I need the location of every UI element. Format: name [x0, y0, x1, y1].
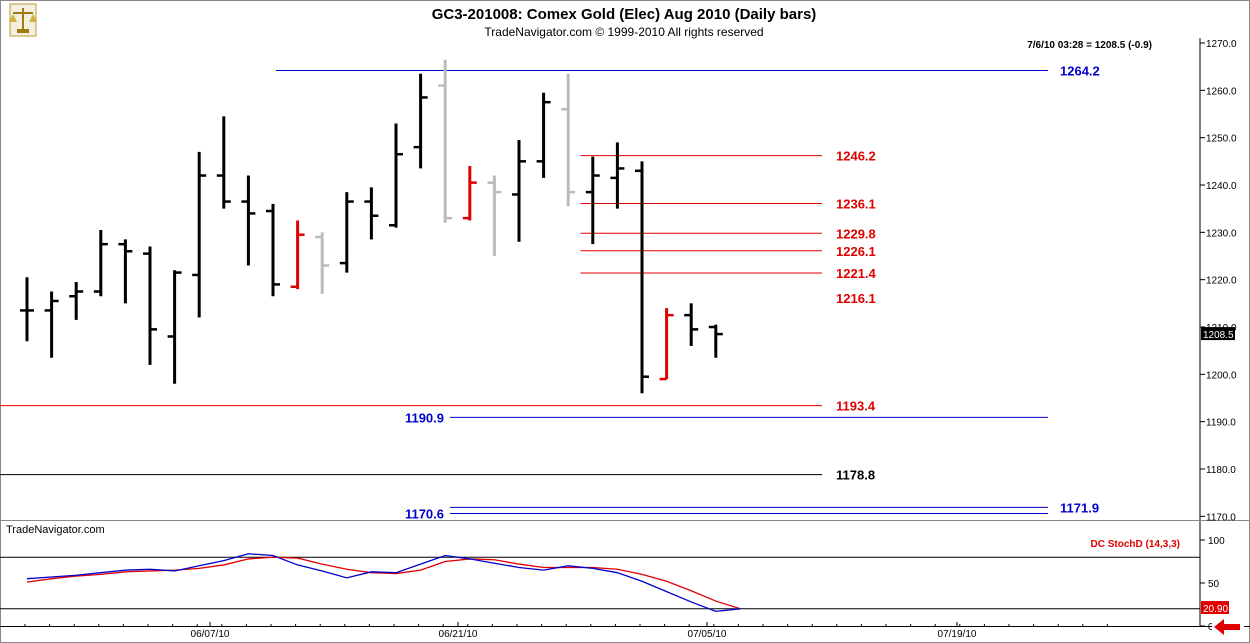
- price-tick-label: 1170.0: [1206, 512, 1236, 523]
- level-label: 1221.4: [836, 266, 877, 281]
- level-lines: 1264.2 1246.2 1236.1 1229.8 1226.1 1221.4 1193…: [0, 63, 1100, 521]
- ohlc-bar: [635, 161, 649, 394]
- price-tag-box: [1201, 327, 1235, 341]
- price-tick-label: 1200.0: [1206, 370, 1237, 381]
- price-tick-label: 1220.0: [1206, 276, 1237, 287]
- ohlc-bar: [487, 175, 502, 256]
- indicator-tick-label: 0: [1208, 622, 1214, 633]
- level-label: 1171.9: [1060, 500, 1099, 515]
- level-label: 1236.1: [836, 196, 876, 211]
- watermark-text: TradeNavigator.com: [6, 524, 105, 536]
- ohlc-bar: [339, 192, 354, 273]
- level-label: 1178.8: [836, 468, 875, 483]
- stoch-d-line: [26, 556, 741, 610]
- level-label: 1170.6: [405, 506, 444, 521]
- ohlc-bar: [512, 140, 526, 242]
- ohlc-bar: [290, 220, 305, 290]
- ohlc-bar: [118, 239, 133, 304]
- ohlc-bar: [143, 246, 157, 365]
- level-label: 1226.1: [836, 244, 876, 259]
- ohlc-bar: [20, 277, 34, 342]
- ohlc-bar: [389, 123, 403, 228]
- ohlc-bar: [266, 203, 280, 297]
- level-label: 1193.4: [836, 399, 876, 414]
- price-tag-label: 1208.5: [1203, 330, 1234, 341]
- price-tick-label: 1260.0: [1206, 86, 1237, 97]
- stochastic-panel: 0 50 100 20.90: [0, 521, 1229, 633]
- level-label: 1229.8: [836, 226, 876, 241]
- ohlc-bar: [438, 59, 453, 223]
- stoch-k-line: [26, 553, 741, 613]
- indicator-tick-label: 100: [1208, 536, 1225, 547]
- ohlc-bar: [536, 92, 551, 178]
- indicator-tick-label: 50: [1208, 579, 1220, 590]
- level-label: 1216.1: [836, 291, 876, 306]
- scales-logo-icon: [9, 3, 37, 37]
- ohlc-bar: [93, 229, 108, 297]
- price-tick-label: 1240.0: [1206, 181, 1237, 192]
- ohlc-bar: [462, 166, 477, 221]
- level-label: 1246.2: [836, 149, 876, 164]
- date-tick-label: 06/21/10: [439, 629, 478, 640]
- chart-title: GC3-201008: Comex Gold (Elec) Aug 2010 (…: [432, 6, 817, 23]
- date-axis: 06/07/10 06/21/10 07/05/10 07/19/10: [0, 622, 1250, 640]
- ohlc-bar: [167, 270, 182, 384]
- indicator-name: DC StochD (14,3,3): [1091, 539, 1180, 550]
- chart-subtitle: TradeNavigator.com © 1999-2010 All right…: [484, 25, 763, 39]
- price-bars: [20, 59, 723, 394]
- indicator-value-box: [1201, 601, 1229, 615]
- ohlc-bar: [659, 308, 674, 381]
- indicator-value-label: 20.90: [1203, 604, 1228, 615]
- ohlc-bar: [192, 151, 207, 318]
- date-tick-label: 06/07/10: [191, 629, 230, 640]
- ohlc-bar: [585, 156, 600, 245]
- price-axis: 1170.01180.01190.01200.01210.01220.01230…: [0, 38, 1250, 523]
- ohlc-bar: [684, 303, 699, 346]
- price-tick-label: 1190.0: [1206, 418, 1236, 429]
- price-tick-label: 1270.0: [1206, 39, 1237, 50]
- ohlc-bar: [44, 291, 59, 358]
- date-tick-label: 07/19/10: [938, 629, 977, 640]
- price-tick-label: 1180.0: [1206, 465, 1236, 476]
- ohlc-bar: [561, 73, 576, 207]
- date-tick-label: 07/05/10: [688, 629, 727, 640]
- last-quote-text: 7/6/10 03:28 = 1208.5 (-0.9): [1027, 40, 1152, 51]
- ohlc-bar: [610, 142, 625, 209]
- ohlc-bar: [69, 282, 84, 320]
- ohlc-bar: [364, 187, 379, 240]
- ohlc-bar: [708, 324, 723, 358]
- price-tick-label: 1250.0: [1206, 134, 1237, 145]
- ohlc-bar: [216, 116, 231, 209]
- ohlc-bar: [413, 73, 428, 169]
- ohlc-bar: [241, 175, 256, 266]
- ohlc-bar: [315, 232, 330, 294]
- price-tick-label: 1230.0: [1206, 228, 1237, 239]
- level-label: 1264.2: [1060, 63, 1100, 78]
- level-label: 1190.9: [405, 410, 444, 425]
- scroll-left-arrow-icon[interactable]: [1212, 617, 1244, 637]
